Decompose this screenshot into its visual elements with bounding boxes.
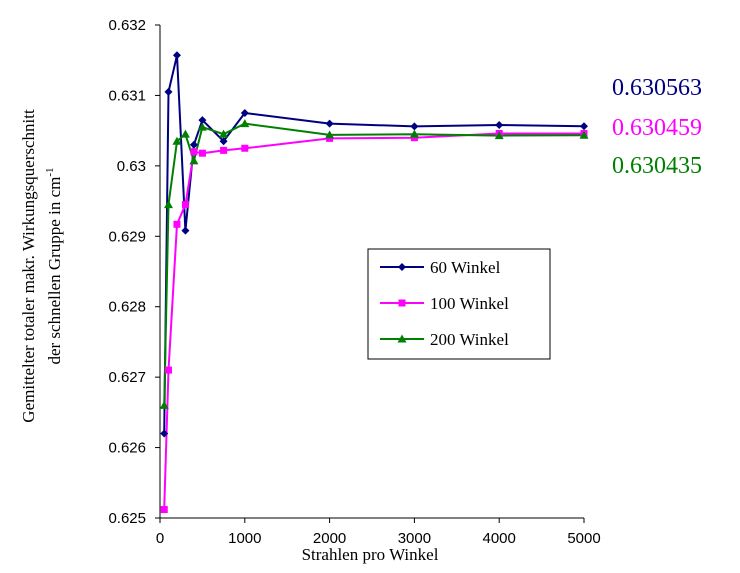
x-tick-label: 5000 bbox=[567, 530, 600, 547]
data-point-series-1 bbox=[325, 119, 334, 128]
data-point-series-2 bbox=[164, 366, 172, 374]
data-point-series-2 bbox=[173, 220, 181, 228]
y-tick-label: 0.631 bbox=[108, 87, 146, 104]
data-point-series-1 bbox=[495, 121, 504, 130]
data-point-series-2 bbox=[410, 134, 418, 142]
series-line-3 bbox=[163, 122, 585, 406]
data-point-series-2 bbox=[160, 506, 168, 514]
x-tick-label: 0 bbox=[156, 530, 164, 547]
data-point-series-3 bbox=[325, 130, 335, 139]
data-point-series-1 bbox=[164, 87, 173, 96]
series-lines bbox=[163, 54, 585, 510]
final-values: 0.630563 0.630459 0.630435 bbox=[612, 75, 702, 179]
data-point-series-2 bbox=[241, 144, 249, 152]
legend: 60 Winkel 100 Winkel 200 Winkel bbox=[367, 248, 551, 360]
x-tick-label: 4000 bbox=[483, 530, 516, 547]
y-axis-title-line2-text: der schnellen Gruppe in cm bbox=[45, 177, 64, 365]
data-point-series-3 bbox=[409, 129, 419, 138]
data-point-series-2 bbox=[190, 148, 198, 156]
legend-marker-3 bbox=[397, 334, 407, 343]
data-point-series-1 bbox=[240, 109, 249, 118]
data-point-series-1 bbox=[160, 429, 169, 438]
data-point-series-3 bbox=[240, 119, 250, 128]
final-value-2: 0.630459 bbox=[612, 115, 702, 141]
data-point-series-3 bbox=[219, 129, 229, 138]
data-point-series-1 bbox=[189, 140, 198, 149]
legend-label-1: 60 Winkel bbox=[430, 258, 501, 277]
data-point-series-3 bbox=[159, 400, 169, 409]
data-point-series-3 bbox=[197, 122, 207, 131]
legend-label-2: 100 Winkel bbox=[430, 294, 509, 313]
series-markers bbox=[159, 51, 589, 514]
data-point-series-1 bbox=[172, 51, 181, 60]
legend-marker-2 bbox=[398, 299, 406, 307]
data-point-series-3 bbox=[172, 136, 182, 145]
data-point-series-1 bbox=[198, 116, 207, 125]
y-tick-label: 0.632 bbox=[108, 17, 146, 34]
data-point-series-1 bbox=[580, 122, 588, 131]
y-tick-label: 0.629 bbox=[108, 228, 146, 245]
y-tick-label: 0.627 bbox=[108, 369, 146, 386]
x-tick-label: 2000 bbox=[313, 530, 346, 547]
data-point-series-3 bbox=[579, 130, 589, 139]
data-point-series-3 bbox=[163, 200, 173, 209]
axes bbox=[159, 25, 584, 519]
data-point-series-2 bbox=[326, 134, 334, 142]
legend-marker-1 bbox=[398, 263, 406, 271]
series-line-1 bbox=[163, 54, 585, 434]
series-line-2 bbox=[163, 132, 584, 510]
y-axis-title: Gemittelter totaler makr. Wirkungsquersc… bbox=[19, 109, 64, 423]
data-point-series-3 bbox=[180, 129, 190, 138]
y-tick-label: 0.625 bbox=[108, 510, 146, 527]
x-tick-label: 1000 bbox=[228, 530, 261, 547]
data-point-series-2 bbox=[198, 149, 206, 157]
x-axis-title: Strahlen pro Winkel bbox=[302, 545, 439, 564]
final-value-1: 0.630563 bbox=[612, 75, 702, 101]
y-axis-title-line1: Gemittelter totaler makr. Wirkungsquersc… bbox=[19, 109, 38, 423]
x-tick-label: 3000 bbox=[398, 530, 431, 547]
y-tick-label: 0.63 bbox=[117, 158, 146, 175]
y-tick-label: 0.628 bbox=[108, 299, 146, 316]
legend-label-3: 200 Winkel bbox=[430, 330, 509, 349]
data-point-series-2 bbox=[220, 146, 228, 154]
y-axis-title-line2: der schnellen Gruppe in cm-1 bbox=[44, 167, 64, 364]
final-value-3: 0.630435 bbox=[612, 153, 702, 179]
data-point-series-1 bbox=[410, 122, 419, 131]
ticks: 0.625 0.626 0.627 0.628 0.629 0.63 0.631 0.632 0… bbox=[108, 17, 600, 547]
data-point-series-1 bbox=[219, 137, 228, 146]
data-point-series-1 bbox=[181, 226, 190, 235]
y-tick-label: 0.626 bbox=[108, 440, 146, 457]
data-point-series-2 bbox=[181, 201, 189, 209]
data-point-series-3 bbox=[189, 156, 199, 165]
y-axis-title-superscript: -1 bbox=[44, 167, 56, 176]
data-point-series-3 bbox=[494, 131, 504, 140]
